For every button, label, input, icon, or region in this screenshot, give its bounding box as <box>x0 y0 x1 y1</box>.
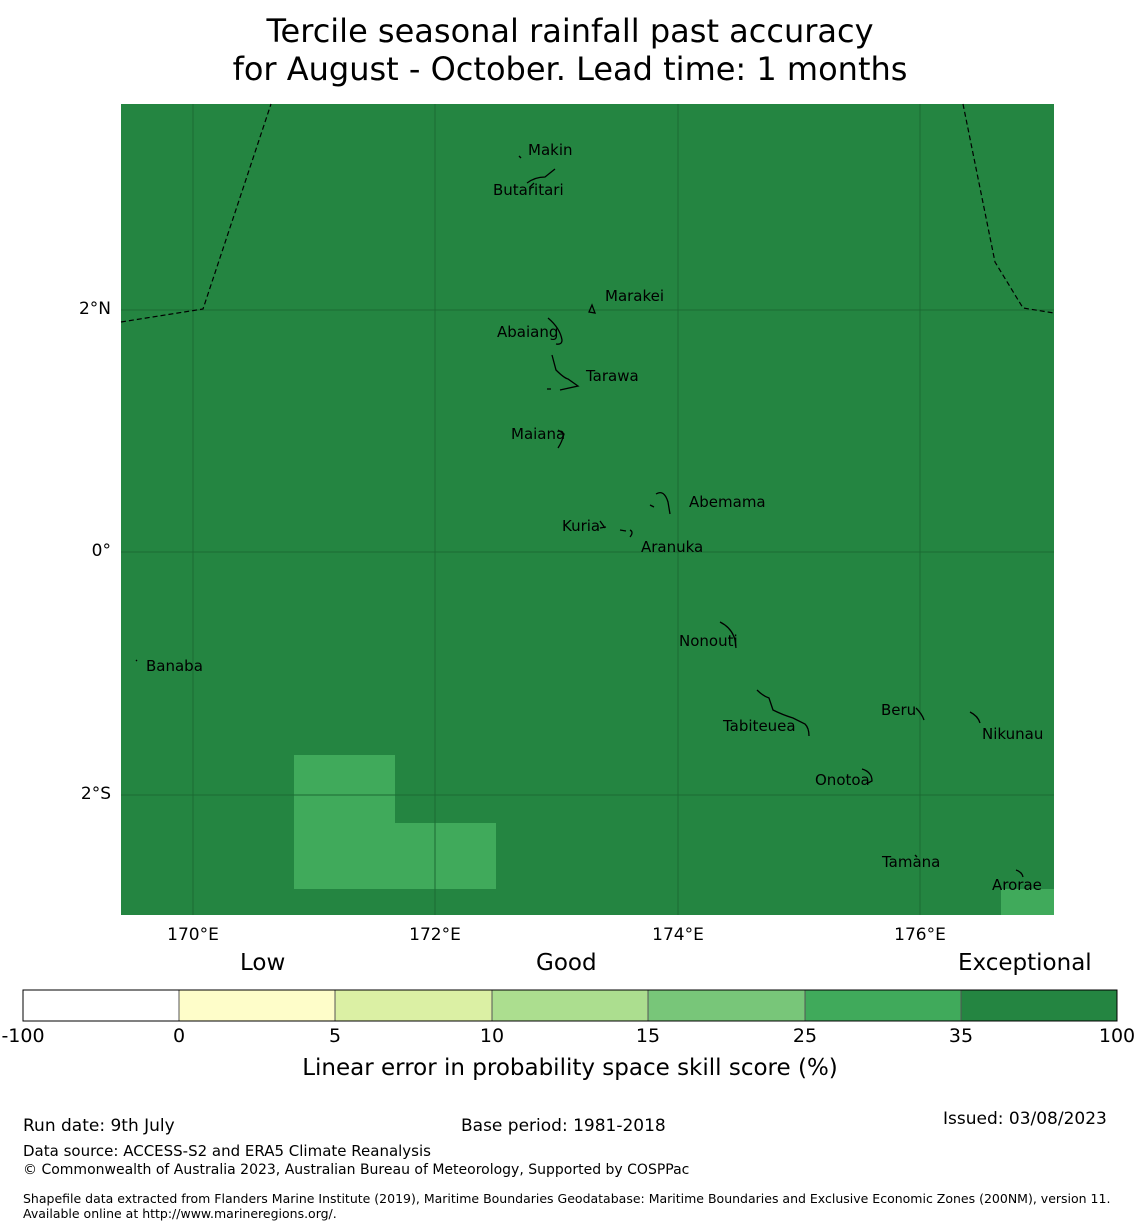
place-label-abaiang: Abaiang <box>497 323 558 341</box>
title-line-2: for August - October. Lead time: 1 month… <box>232 50 908 88</box>
colorbar-segment-3 <box>492 990 648 1021</box>
place-label-tarawa: Tarawa <box>585 367 639 385</box>
colorbar-label: Linear error in probability space skill … <box>302 1055 838 1081</box>
colorbar-tick-10: 10 <box>479 1025 505 1047</box>
copyright: © Commonwealth of Australia 2023, Austra… <box>23 1162 690 1178</box>
skill-patch-corner <box>1001 889 1054 915</box>
place-label-nikunau: Nikunau <box>982 725 1043 743</box>
colorbar-tick-0: 0 <box>172 1025 186 1047</box>
colorbar-tick-35: 35 <box>948 1025 974 1047</box>
place-label-tabiteuea: Tabiteuea <box>722 717 796 735</box>
data-source: Data source: ACCESS-S2 and ERA5 Climate … <box>23 1142 431 1160</box>
colorbar-segment-2 <box>335 990 492 1021</box>
base-period: Base period: 1981-2018 <box>461 1116 666 1136</box>
colorbar-category-low: Low <box>240 950 286 976</box>
colorbar-tick-100: 100 <box>1098 1025 1136 1047</box>
colorbar-category-good: Good <box>536 950 597 976</box>
issued-date: Issued: 03/08/2023 <box>943 1109 1107 1129</box>
lon-label-172e: 172°E <box>409 925 461 945</box>
colorbar-segment-5 <box>805 990 961 1021</box>
skill-patch-25-35 <box>294 755 496 889</box>
colorbar-segment-6 <box>961 990 1117 1021</box>
place-label-marakei: Marakei <box>605 287 664 305</box>
colorbar-tick-5: 5 <box>328 1025 342 1047</box>
place-label-nonouti: Nonouti <box>679 632 738 650</box>
colorbar-segment-4 <box>648 990 805 1021</box>
place-label-banaba: Banaba <box>146 657 203 675</box>
colorbar-tick-15: 15 <box>635 1025 661 1047</box>
lat-label-0: 0° <box>91 541 111 561</box>
place-label-butaritari: Butaritari <box>493 181 564 199</box>
island-outlines <box>135 155 1024 878</box>
colorbar <box>22 989 1118 1022</box>
run-date: Run date: 9th July <box>23 1116 175 1136</box>
place-label-kuria: Kuria <box>562 517 600 535</box>
title-line-1: Tercile seasonal rainfall past accuracy <box>266 12 874 50</box>
map-gridlines <box>121 104 1054 915</box>
lat-label-2s: 2°S <box>80 784 111 804</box>
place-label-makin: Makin <box>528 141 573 159</box>
place-label-onotoa: Onotoa <box>815 771 870 789</box>
lon-label-170e: 170°E <box>167 925 219 945</box>
place-label-abemama: Abemama <box>689 493 766 511</box>
lat-label-2n: 2°N <box>78 299 111 319</box>
place-label-aranuka: Aranuka <box>641 538 703 556</box>
place-label-beru: Beru <box>881 701 916 719</box>
colorbar-segment-0 <box>23 990 179 1021</box>
place-label-maiana: Maiana <box>511 425 565 443</box>
colorbar-category-exceptional: Exceptional <box>958 950 1092 976</box>
lon-label-176e: 176°E <box>894 925 946 945</box>
colorbar-tick-25: 25 <box>792 1025 818 1047</box>
eez-boundaries <box>120 103 1055 323</box>
place-label-tamana: Tamana <box>881 853 940 871</box>
lon-label-174e: 174°E <box>652 925 704 945</box>
place-label-arorae: Arorae <box>992 876 1042 894</box>
colorbar-tick-minus100: -100 <box>1 1025 45 1047</box>
map-background <box>121 104 1054 915</box>
colorbar-segment-1 <box>179 990 335 1021</box>
shapefile-credit: Shapefile data extracted from Flanders M… <box>23 1191 1111 1221</box>
